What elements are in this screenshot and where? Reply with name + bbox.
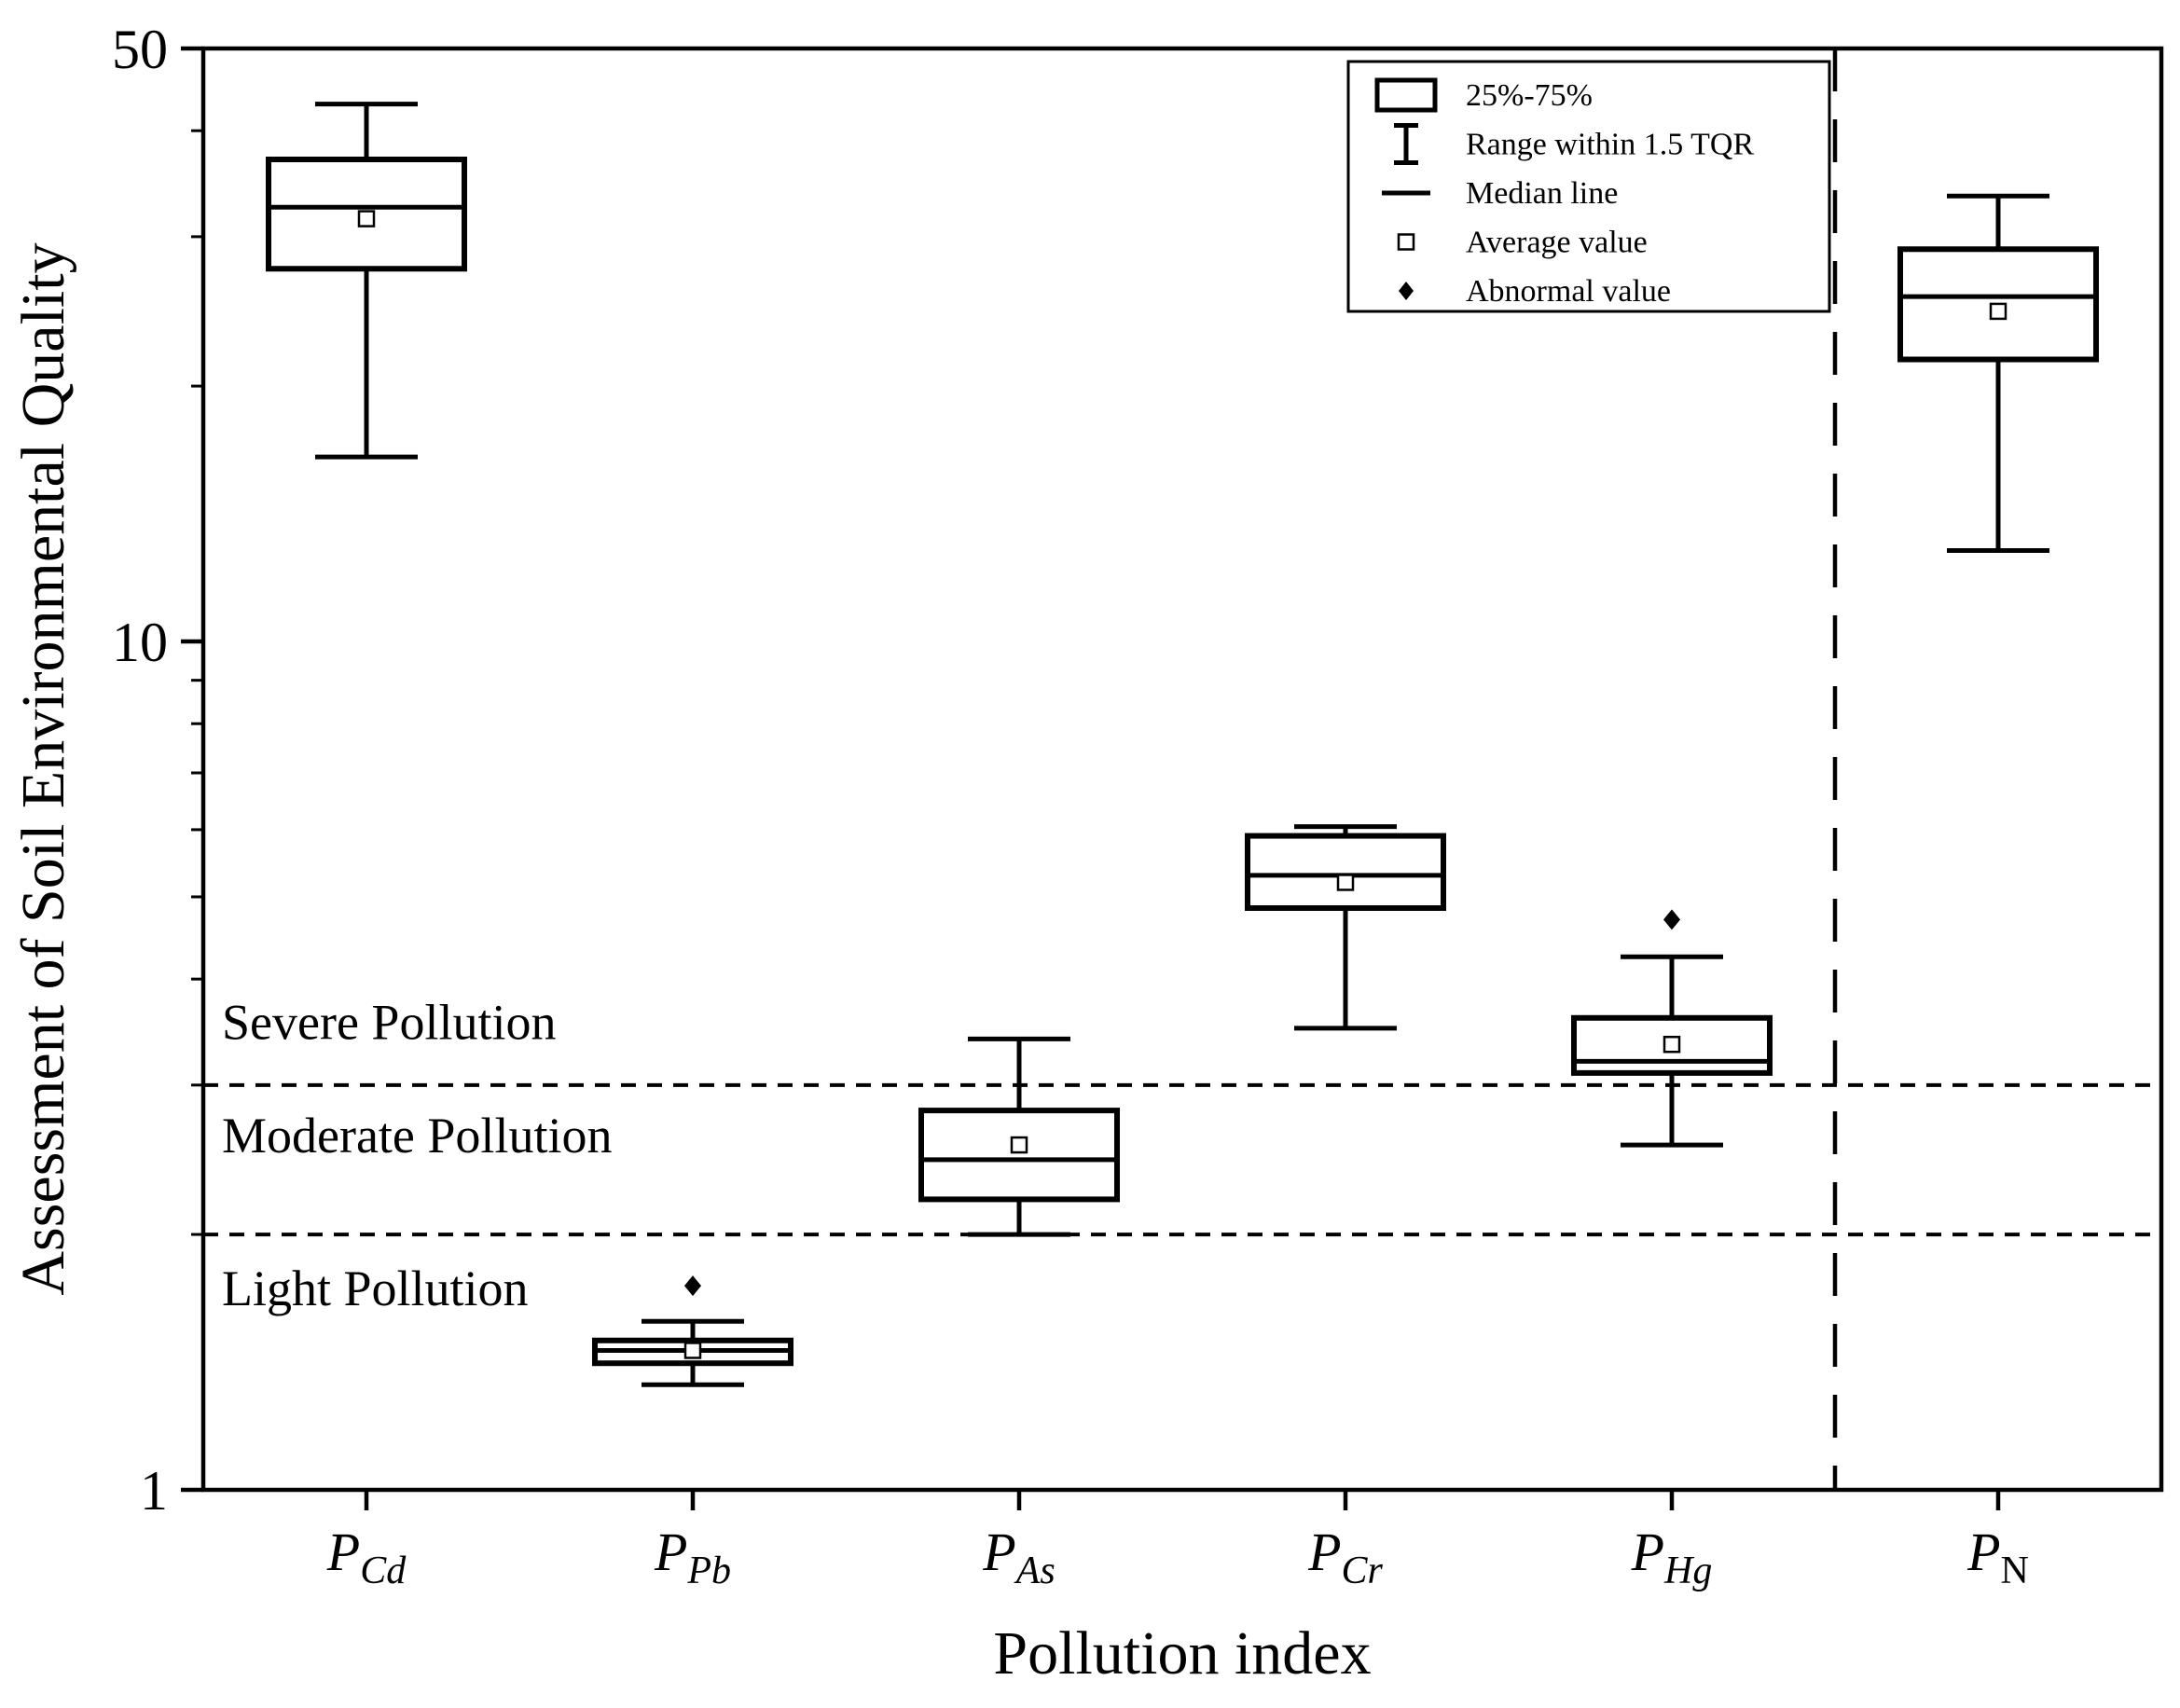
legend-item-4: Abnormal value <box>1399 274 1671 309</box>
mean-marker-P_As <box>1010 1136 1028 1154</box>
legend-label-1: Range within 1.5 TQR <box>1466 128 1754 162</box>
x-axis-title: Pollution index <box>993 1619 1371 1687</box>
category-subscript-N: N <box>2001 1550 2029 1592</box>
iqr-box-P_Cr <box>1245 833 1446 912</box>
mean-marker-P_Pb <box>683 1342 702 1359</box>
box-group-P_As <box>918 1036 1120 1237</box>
legend-box-icon <box>1374 77 1438 113</box>
mean-marker-P_Cd <box>357 210 376 227</box>
mean-marker-P_Cr <box>1336 874 1355 891</box>
y-tick-label-50: 50 <box>112 19 168 80</box>
box-group-P_N <box>1897 193 2099 553</box>
region-label-2: Light Pollution <box>222 1260 529 1316</box>
category-label-Pb: PPb <box>654 1522 731 1592</box>
category-label-Cr: PCr <box>1307 1522 1383 1592</box>
legend: 25%-75% Range within 1.5 TQR Median line Av… <box>1346 60 1831 313</box>
category-label-Cd: PCd <box>326 1522 407 1592</box>
category-label-N: PN <box>1966 1522 2029 1592</box>
iqr-box-P_As <box>918 1108 1120 1203</box>
legend-label-4: Abnormal value <box>1466 274 1671 309</box>
category-subscript-As: As <box>1014 1550 1056 1592</box>
legend-item-3: Average value <box>1397 226 1648 260</box>
outlier-marker-P_Pb-0 <box>684 1275 701 1297</box>
category-subscript-Cr: Cr <box>1342 1550 1384 1592</box>
box-group-P_Cr <box>1245 824 1446 1031</box>
category-label-Hg: PHg <box>1631 1522 1713 1592</box>
iqr-box-P_Hg <box>1571 1014 1773 1076</box>
plot-border <box>200 46 2164 1493</box>
category-subscript-Cd: Cd <box>360 1550 407 1592</box>
region-label-1: Moderate Pollution <box>222 1108 612 1164</box>
legend-item-1: Range within 1.5 TQR <box>1394 123 1754 165</box>
region-label-0: Severe Pollution <box>222 994 556 1050</box>
legend-item-2: Median line <box>1382 176 1618 211</box>
box-group-P_Pb <box>592 1275 793 1387</box>
mean-marker-P_Hg <box>1663 1035 1681 1054</box>
legend-item-0: 25%-75% <box>1374 77 1593 113</box>
mean-marker-P_N <box>1989 302 2008 321</box>
legend-label-3: Average value <box>1466 226 1648 260</box>
legend-label-2: Median line <box>1466 176 1618 211</box>
chart-dynamic-layer: Severe Pollution Moderate Pollution Light … <box>112 19 2164 1592</box>
outlier-marker-P_Hg-0 <box>1663 909 1680 930</box>
category-subscript-Hg: Hg <box>1663 1550 1712 1592</box>
legend-average-square-icon <box>1397 233 1415 251</box>
y-tick-label-1: 1 <box>140 1460 168 1522</box>
legend-abnormal-diamond-icon <box>1399 282 1414 300</box>
category-label-As: PAs <box>982 1522 1055 1592</box>
box-group-P_Hg <box>1571 909 1773 1148</box>
y-tick-label-10: 10 <box>112 612 168 673</box>
legend-label-0: 25%-75% <box>1466 78 1593 113</box>
y-axis-title: Assessment of Soil Environmental Quality <box>9 242 77 1295</box>
box-group-P_Cd <box>266 102 467 460</box>
category-subscript-Pb: Pb <box>686 1550 731 1592</box>
